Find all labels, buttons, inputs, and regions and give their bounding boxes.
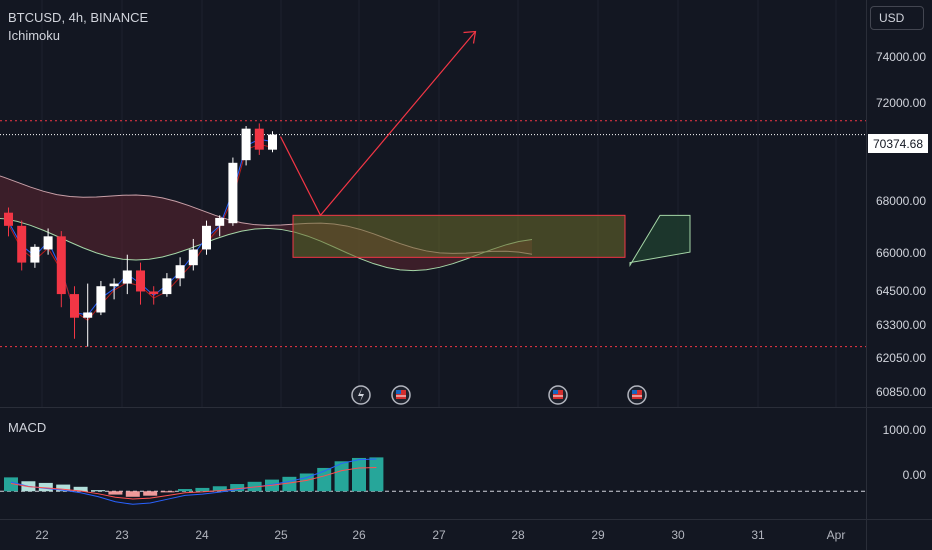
candle-body[interactable] <box>162 278 172 295</box>
projection-arrow[interactable] <box>279 31 476 217</box>
candle-body[interactable] <box>188 249 198 266</box>
candle-body[interactable] <box>122 270 132 284</box>
price-tick: 74000.00 <box>875 50 926 64</box>
us-flag-icon[interactable] <box>391 385 411 405</box>
time-tick: 31 <box>751 528 765 542</box>
time-tick: 29 <box>591 528 605 542</box>
price-axis-divider <box>866 0 867 550</box>
currency-button[interactable]: USD <box>870 6 924 30</box>
price-tick: 68000.00 <box>875 194 926 208</box>
time-tick: 27 <box>432 528 446 542</box>
candle-body[interactable] <box>56 236 66 295</box>
us-flag-icon[interactable] <box>548 385 568 405</box>
candle-body[interactable] <box>215 217 225 226</box>
macd-histogram-bar <box>178 489 192 492</box>
ichimoku-span-a <box>0 218 533 272</box>
macd-histogram-bar <box>160 491 175 493</box>
macd-tick: 1000.00 <box>882 423 926 437</box>
time-tick: 26 <box>352 528 366 542</box>
macd-axis[interactable]: 1000.00 0.00 <box>867 408 932 519</box>
macd-histogram-bar <box>73 486 88 492</box>
price-tick: 72000.00 <box>875 96 926 110</box>
macd-histogram-bar <box>334 461 349 492</box>
macd-histogram-bar <box>4 477 18 492</box>
time-tick: 23 <box>115 528 129 542</box>
pane-divider[interactable] <box>0 407 932 408</box>
candle-body[interactable] <box>43 236 53 250</box>
price-chart-pane[interactable] <box>0 0 866 407</box>
candle-body[interactable] <box>149 291 159 295</box>
macd-line <box>10 458 377 505</box>
us-flag-icon[interactable] <box>627 385 647 405</box>
arrow-head <box>463 30 477 44</box>
indicator-label-macd[interactable]: MACD <box>8 420 47 435</box>
price-axis[interactable]: 74000.00 72000.00 68000.00 66000.00 6450… <box>867 0 932 407</box>
candle-body[interactable] <box>175 265 185 279</box>
macd-histogram-bar <box>352 457 366 492</box>
current-price-label: 70374.68 <box>868 134 928 153</box>
candle-body[interactable] <box>202 225 211 250</box>
price-tick: 63300.00 <box>875 318 926 332</box>
time-tick: 25 <box>274 528 288 542</box>
candle-body[interactable] <box>136 270 145 292</box>
macd-histogram-bar <box>143 491 158 496</box>
candle-body[interactable] <box>30 246 40 263</box>
ichimoku-cloud-future <box>629 214 691 268</box>
candle-body[interactable] <box>96 286 106 313</box>
price-tick: 64500.00 <box>875 284 926 298</box>
candle-body[interactable] <box>109 283 119 287</box>
symbol-title[interactable]: BTCUSD, 4h, BINANCE <box>8 10 149 25</box>
indicator-label-ichimoku[interactable]: Ichimoku <box>8 28 61 43</box>
candle-body[interactable] <box>228 162 238 224</box>
macd-histogram-bar <box>317 467 332 492</box>
macd-histogram-bar <box>369 457 384 492</box>
price-tick: 62050.00 <box>875 351 926 365</box>
macd-histogram-bar <box>212 486 227 492</box>
macd-histogram-bar <box>108 491 123 495</box>
signal-line <box>10 466 377 500</box>
macd-histogram-bar <box>38 482 53 492</box>
candle-body[interactable] <box>241 128 251 161</box>
macd-histogram-bar <box>195 487 210 492</box>
time-tick: 30 <box>671 528 685 542</box>
time-tick: 28 <box>511 528 525 542</box>
macd-histogram-bar <box>56 484 71 492</box>
time-tick: 24 <box>195 528 209 542</box>
time-tick: 22 <box>35 528 49 542</box>
macd-histogram-bar <box>230 484 245 492</box>
lightning-icon[interactable] <box>351 385 371 405</box>
candle-body[interactable] <box>70 294 79 318</box>
price-tick: 60850.00 <box>875 385 926 399</box>
candle-body[interactable] <box>17 225 27 263</box>
price-chart[interactable] <box>0 0 866 407</box>
macd-histogram-bar <box>125 491 140 497</box>
macd-histogram-bar <box>91 490 105 492</box>
time-axis-divider <box>0 519 932 520</box>
candle-body[interactable] <box>254 128 264 150</box>
price-tick: 66000.00 <box>875 246 926 260</box>
macd-pane[interactable] <box>0 408 866 519</box>
candle-body[interactable] <box>268 134 277 150</box>
macd-chart <box>0 457 866 505</box>
demand-zone-box[interactable] <box>292 214 626 258</box>
candle-body[interactable] <box>4 212 13 226</box>
time-tick: Apr <box>826 528 846 542</box>
macd-tick: 0.00 <box>902 468 926 482</box>
candle-body[interactable] <box>83 312 93 318</box>
